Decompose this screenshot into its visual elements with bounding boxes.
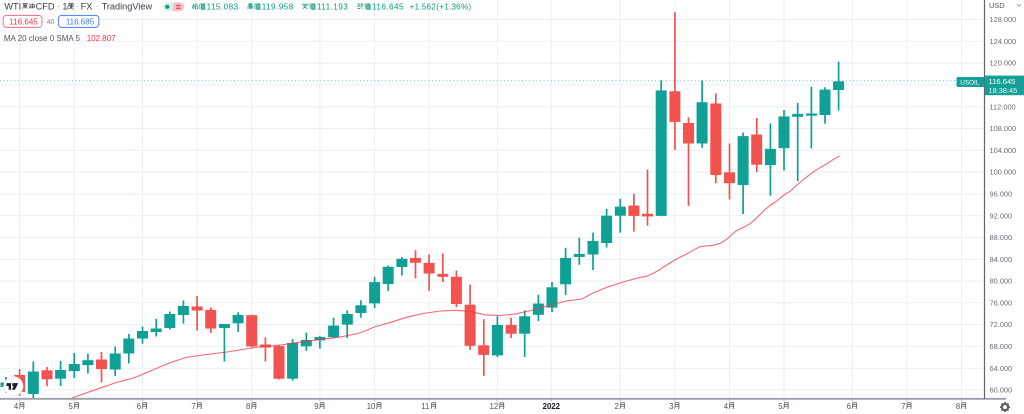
- svg-text:5: 5: [69, 402, 74, 411]
- svg-text:USD: USD: [989, 1, 1005, 10]
- svg-text:FX: FX: [81, 1, 93, 11]
- svg-text:64.000: 64.000: [990, 364, 1013, 373]
- svg-text:111.193: 111.193: [317, 2, 348, 11]
- svg-text:76.000: 76.000: [990, 298, 1013, 307]
- svg-text:12: 12: [490, 402, 499, 411]
- svg-text:WTI: WTI: [4, 1, 21, 11]
- svg-text:·: ·: [57, 1, 60, 11]
- svg-text:116.645: 116.645: [989, 77, 1016, 86]
- svg-text:2022: 2022: [543, 402, 561, 411]
- svg-text:120.000: 120.000: [990, 59, 1017, 68]
- svg-text:4: 4: [14, 402, 19, 411]
- svg-text:+1.562: +1.562: [410, 2, 437, 11]
- svg-text:7: 7: [191, 402, 195, 411]
- svg-text:MA 20 close 0 SMA 5: MA 20 close 0 SMA 5: [4, 34, 81, 43]
- svg-text:112.000: 112.000: [990, 102, 1016, 111]
- svg-text:CFD: CFD: [36, 1, 55, 11]
- svg-text:8: 8: [246, 402, 250, 411]
- svg-text:3: 3: [669, 402, 673, 411]
- svg-text:7: 7: [901, 402, 905, 411]
- svg-text:60.000: 60.000: [990, 386, 1013, 395]
- svg-text:6: 6: [847, 402, 851, 411]
- svg-text:18:38:45: 18:38:45: [989, 86, 1018, 95]
- svg-text:88.000: 88.000: [990, 233, 1013, 242]
- svg-text:108.000: 108.000: [990, 124, 1017, 133]
- svg-text:119.958: 119.958: [262, 2, 294, 11]
- svg-text:72.000: 72.000: [990, 320, 1013, 329]
- svg-text:·: ·: [76, 1, 79, 11]
- svg-text:6: 6: [137, 402, 141, 411]
- svg-text:10: 10: [367, 402, 376, 411]
- svg-text:(+1.36%): (+1.36%): [436, 2, 471, 11]
- svg-text:68.000: 68.000: [990, 342, 1013, 351]
- svg-text:116.645: 116.645: [9, 18, 38, 27]
- svg-text:128.000: 128.000: [990, 15, 1017, 24]
- svg-text:·: ·: [96, 1, 99, 11]
- svg-text:116.685: 116.685: [66, 18, 95, 27]
- svg-text:1: 1: [62, 1, 67, 11]
- svg-text:84.000: 84.000: [990, 255, 1013, 264]
- svg-text:116.645: 116.645: [372, 2, 404, 11]
- svg-text:100.000: 100.000: [990, 168, 1017, 177]
- svg-text:11: 11: [421, 402, 429, 411]
- svg-text:9: 9: [314, 402, 318, 411]
- svg-text:TradingView: TradingView: [102, 1, 153, 11]
- svg-text:102.807: 102.807: [87, 34, 116, 43]
- svg-text:USOIL: USOIL: [960, 79, 980, 86]
- svg-text:4: 4: [724, 402, 729, 411]
- svg-text:115.083: 115.083: [207, 2, 239, 11]
- svg-text:8: 8: [956, 402, 960, 411]
- svg-text:40: 40: [47, 19, 55, 26]
- svg-text:80.000: 80.000: [990, 277, 1013, 286]
- svg-text:5: 5: [778, 402, 783, 411]
- svg-text:92.000: 92.000: [990, 211, 1013, 220]
- svg-text:124.000: 124.000: [990, 37, 1017, 46]
- svg-text:2: 2: [615, 402, 619, 411]
- svg-text:96.000: 96.000: [990, 190, 1013, 199]
- svg-text:104.000: 104.000: [990, 146, 1017, 155]
